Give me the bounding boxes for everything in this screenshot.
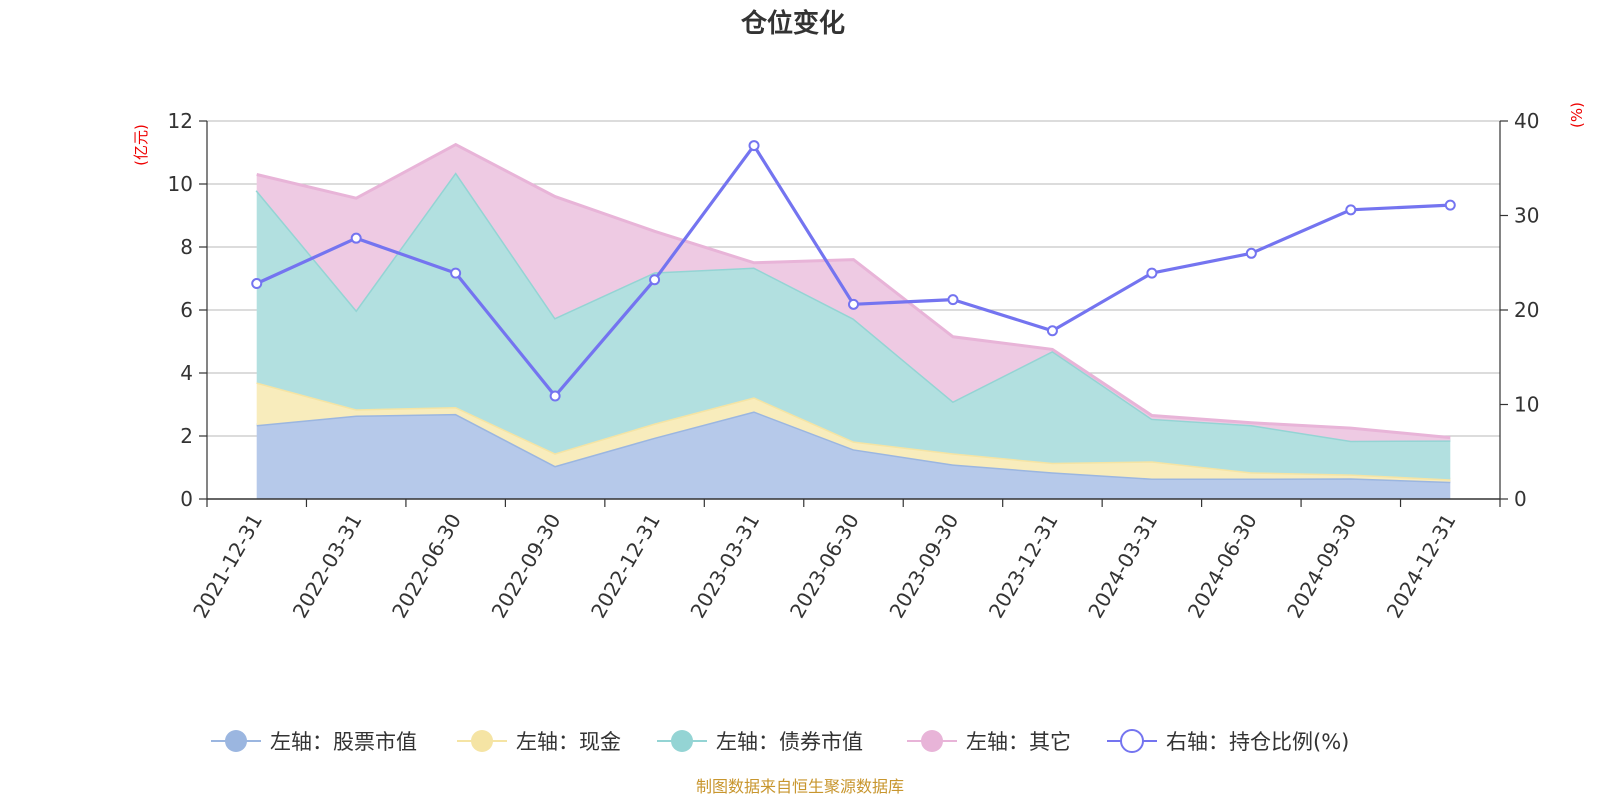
legend-marker xyxy=(921,730,943,752)
area-series xyxy=(256,382,1451,482)
ratio-point xyxy=(350,232,362,244)
area-series xyxy=(256,144,1451,441)
right-tick-label: 20 xyxy=(1514,298,1539,322)
x-tick-label: 2023-06-30 xyxy=(785,510,864,623)
legend-label: 左轴：现金 xyxy=(516,730,621,754)
legend-marker xyxy=(671,730,693,752)
area-series xyxy=(256,172,1451,480)
ratio-line xyxy=(251,140,1456,402)
x-tick-label: 2021-12-31 xyxy=(188,510,267,623)
right-tick-label: 30 xyxy=(1514,204,1539,228)
left-tick-label: 12 xyxy=(168,109,193,133)
right-axis-unit: (%) xyxy=(1568,102,1586,128)
source-note: 制图数据来自恒生聚源数据库 xyxy=(696,777,904,796)
ratio-point xyxy=(1444,199,1456,211)
left-tick-label: 8 xyxy=(180,235,193,259)
ratio-point xyxy=(748,140,760,152)
legend-label: 左轴：其它 xyxy=(966,730,1071,754)
left-tick-label: 0 xyxy=(180,487,193,511)
legend-item: 左轴：债券市值 xyxy=(657,730,863,754)
ratio-point xyxy=(1046,325,1058,337)
x-tick-label: 2022-03-31 xyxy=(288,510,367,623)
x-tick-label: 2024-06-30 xyxy=(1183,510,1262,623)
ratio-point xyxy=(848,298,859,310)
x-tick-label: 2022-12-31 xyxy=(586,510,665,623)
area-series-edge xyxy=(256,142,1451,440)
legend-item: 右轴：持仓比例(%) xyxy=(1107,729,1349,754)
area-series xyxy=(256,411,1451,499)
left-axis-unit: (亿元) xyxy=(132,124,150,166)
ratio-point xyxy=(450,267,462,279)
x-tick-label: 2022-06-30 xyxy=(387,509,466,622)
ratio-point xyxy=(1345,204,1357,216)
left-tick-label: 6 xyxy=(180,298,193,322)
left-tick-label: 10 xyxy=(168,172,193,196)
chart-title: 仓位变化 xyxy=(740,8,845,39)
legend-item: 左轴：现金 xyxy=(457,730,621,754)
legend-label: 右轴：持仓比例(%) xyxy=(1166,730,1349,754)
legend-label: 左轴：债券市值 xyxy=(716,730,863,754)
left-tick-label: 4 xyxy=(180,361,193,385)
legend-label: 左轴：股票市值 xyxy=(270,730,417,754)
ratio-point xyxy=(1245,247,1257,259)
x-tick-label: 2023-09-30 xyxy=(884,510,963,623)
x-tick-label: 2024-03-31 xyxy=(1083,510,1162,623)
ratio-point xyxy=(251,278,263,290)
legend-item: 左轴：股票市值 xyxy=(211,730,417,754)
x-tick-label: 2023-03-31 xyxy=(685,510,764,623)
legend-marker xyxy=(1120,729,1144,753)
x-tick-label: 2022-09-30 xyxy=(487,510,566,623)
ratio-point xyxy=(1146,267,1158,279)
right-tick-label: 0 xyxy=(1514,487,1527,511)
ratio-point xyxy=(649,274,661,286)
x-tick-label: 2024-09-30 xyxy=(1282,510,1361,623)
ratio-point xyxy=(947,294,959,306)
legend-marker xyxy=(225,730,247,752)
ratio-point xyxy=(549,390,561,402)
legend-marker xyxy=(471,730,493,752)
legend-item: 左轴：其它 xyxy=(907,730,1071,754)
legend: 左轴：股票市值 左轴：现金 左轴：债券市值 左轴：其它 右轴：持仓比例(%) xyxy=(211,729,1349,754)
right-tick-label: 10 xyxy=(1514,393,1539,417)
x-tick-label: 2024-12-31 xyxy=(1382,510,1461,623)
x-tick-label: 2023-12-31 xyxy=(984,510,1063,623)
stacked-areas xyxy=(255,142,1451,499)
right-tick-label: 40 xyxy=(1514,109,1539,133)
left-tick-label: 2 xyxy=(180,424,193,448)
